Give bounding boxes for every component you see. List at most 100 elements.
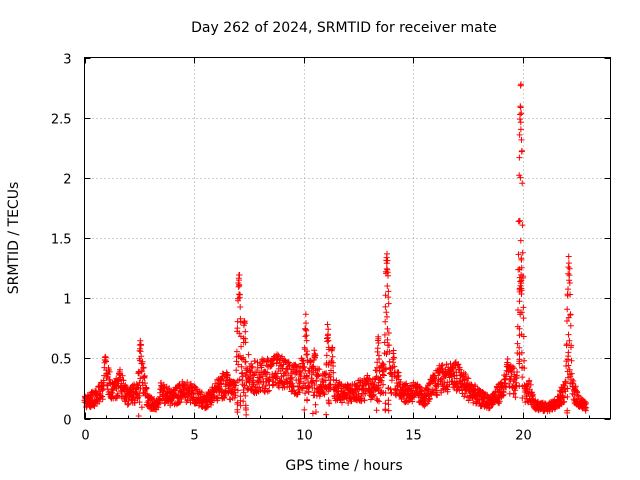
data-point [383,366,389,373]
data-point [315,372,322,379]
data-point [288,388,295,395]
data-point [303,385,310,392]
data-point [565,260,572,267]
data-point [566,265,573,272]
data-point [261,389,268,396]
data-point [385,407,392,414]
data-point [381,331,388,338]
data-point [311,392,318,399]
data-point [232,392,239,399]
data-point [509,363,516,370]
x-tick-label: 20 [515,429,532,444]
data-point [380,381,387,388]
data-point [264,388,271,395]
data-point [324,332,331,339]
data-point [103,358,109,365]
data-point [303,320,309,327]
data-point [496,398,503,405]
data-point [307,359,314,366]
data-point [305,389,312,396]
data-point [384,283,391,289]
data-point [240,354,247,361]
data-point [138,342,144,349]
data-point [444,388,451,395]
data-point [519,147,525,154]
data-point [519,395,526,401]
data-point [198,389,205,396]
data-point [139,358,146,365]
data-point [324,321,331,328]
data-point [373,395,380,402]
data-point [242,328,249,335]
data-point [503,384,510,391]
data-point [516,325,523,332]
data-point [325,374,332,381]
data-point [403,397,410,404]
data-point [375,340,382,346]
data-point [520,315,527,322]
data-point [249,363,256,370]
chart-title: Day 262 of 2024, SRMTID for receiver mat… [191,20,497,36]
data-point [564,385,571,392]
data-point [251,358,258,365]
data-point [385,330,392,336]
data-point [121,383,128,389]
data-point [236,277,242,284]
data-point [391,363,398,370]
data-point [89,394,96,400]
y-tick-label: 2 [63,173,71,188]
data-point [311,382,318,388]
data-point [297,375,304,382]
data-point [272,379,279,386]
data-point [517,119,524,126]
data-point [314,373,321,380]
data-point [517,174,524,181]
data-point [383,309,390,316]
data-point [519,249,526,256]
data-point [303,351,310,358]
data-point [240,389,247,396]
data-point [148,394,155,401]
data-point [462,371,469,378]
data-point [465,375,472,382]
data-point [456,366,463,373]
data-point [439,362,446,369]
data-point [511,365,517,372]
data-point [385,300,392,307]
data-point [86,392,93,399]
data-point [325,361,332,368]
data-point [214,394,221,401]
data-point [516,131,523,138]
data-point [100,379,107,386]
data-point [516,298,523,305]
data-point [234,409,241,416]
data-point [382,400,389,407]
data-point [237,304,244,310]
data-point [375,375,382,382]
data-point [519,364,526,371]
data-point [515,251,522,258]
axis-ticks: 0 5 10 15 20 0 0.5 1 1.5 2 2.5 3 [51,53,611,444]
data-point [517,126,524,133]
data-point [566,280,573,286]
data-point [303,332,310,339]
data-point [565,331,572,338]
data-point [514,369,521,375]
data-point [120,377,127,384]
data-points [81,81,590,419]
data-point [382,318,389,325]
data-point [321,370,328,377]
data-point [330,363,337,369]
data-point [518,136,525,143]
data-point [435,381,442,388]
data-point [125,400,132,407]
data-point [239,373,246,380]
y-tick-label: 2.5 [51,113,72,128]
data-point [242,359,249,365]
data-point [266,387,273,394]
data-point [258,362,265,369]
data-point [313,377,320,384]
data-point [385,288,392,295]
data-point [462,390,469,397]
data-point [461,393,468,400]
